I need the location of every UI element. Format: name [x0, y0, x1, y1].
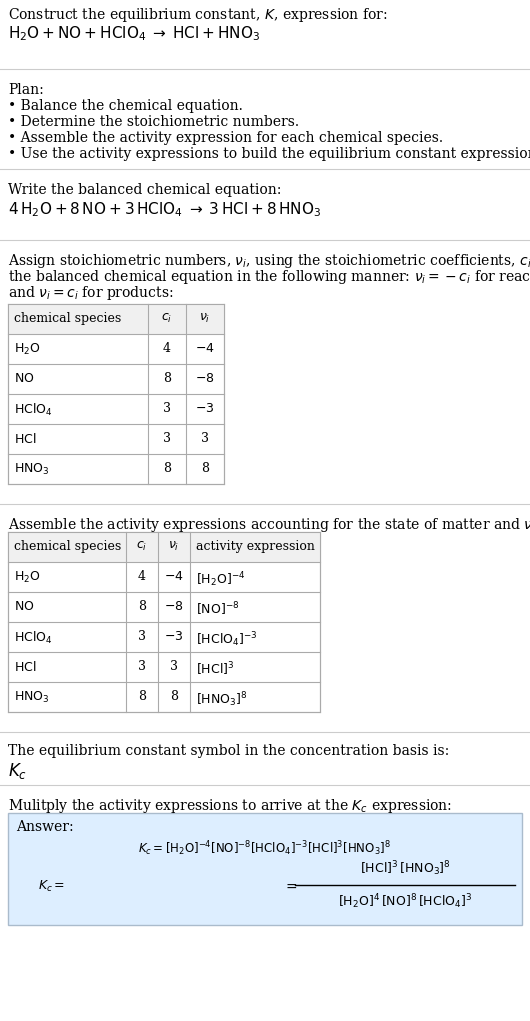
Text: 8: 8 — [163, 372, 171, 385]
Text: Plan:: Plan: — [8, 83, 44, 97]
Text: $4\,\mathrm{H_2O + 8\,NO + 3\,HClO_4} \;\rightarrow\; \mathrm{3\,HCl + 8\,HNO_3}: $4\,\mathrm{H_2O + 8\,NO + 3\,HClO_4} \;… — [8, 200, 321, 218]
Text: $\mathrm{HNO_3}$: $\mathrm{HNO_3}$ — [14, 690, 50, 706]
Text: $[\mathrm{HCl}]^3\,[\mathrm{HNO_3}]^8$: $[\mathrm{HCl}]^3\,[\mathrm{HNO_3}]^8$ — [359, 860, 450, 878]
Text: $\mathrm{NO}$: $\mathrm{NO}$ — [14, 372, 34, 385]
Text: $[\mathrm{HNO_3}]^8$: $[\mathrm{HNO_3}]^8$ — [196, 690, 248, 709]
Text: $-3$: $-3$ — [164, 630, 184, 643]
Text: $[\mathrm{HClO_4}]^{-3}$: $[\mathrm{HClO_4}]^{-3}$ — [196, 630, 258, 648]
Text: $\mathrm{H_2O + NO + HClO_4} \;\rightarrow\; \mathrm{HCl + HNO_3}$: $\mathrm{H_2O + NO + HClO_4} \;\rightarr… — [8, 25, 260, 43]
Text: $[\mathrm{H_2O}]^4\,[\mathrm{NO}]^8\,[\mathrm{HClO_4}]^3$: $[\mathrm{H_2O}]^4\,[\mathrm{NO}]^8\,[\m… — [338, 892, 472, 912]
Text: $\nu_i$: $\nu_i$ — [199, 312, 211, 325]
Text: $-3$: $-3$ — [195, 402, 215, 415]
FancyBboxPatch shape — [8, 532, 320, 562]
Text: 8: 8 — [163, 461, 171, 475]
Text: 8: 8 — [138, 690, 146, 703]
Text: 3: 3 — [163, 402, 171, 415]
Text: Assign stoichiometric numbers, $\nu_i$, using the stoichiometric coefficients, $: Assign stoichiometric numbers, $\nu_i$, … — [8, 252, 530, 270]
Text: $=$: $=$ — [282, 879, 297, 893]
Text: 4: 4 — [138, 570, 146, 583]
Text: Construct the equilibrium constant, $K$, expression for:: Construct the equilibrium constant, $K$,… — [8, 6, 387, 25]
Text: $\mathrm{HNO_3}$: $\mathrm{HNO_3}$ — [14, 461, 50, 477]
Text: Answer:: Answer: — [16, 820, 74, 834]
Text: $\mathrm{NO}$: $\mathrm{NO}$ — [14, 600, 34, 613]
Text: $c_i$: $c_i$ — [136, 540, 148, 553]
Text: $[\mathrm{NO}]^{-8}$: $[\mathrm{NO}]^{-8}$ — [196, 600, 240, 618]
Text: 3: 3 — [201, 432, 209, 445]
Text: $[\mathrm{HCl}]^3$: $[\mathrm{HCl}]^3$ — [196, 660, 234, 678]
Text: 8: 8 — [201, 461, 209, 475]
Text: $-4$: $-4$ — [164, 570, 184, 583]
FancyBboxPatch shape — [8, 304, 224, 334]
Text: • Assemble the activity expression for each chemical species.: • Assemble the activity expression for e… — [8, 131, 443, 145]
Text: Mulitply the activity expressions to arrive at the $K_c$ expression:: Mulitply the activity expressions to arr… — [8, 797, 452, 815]
Text: 3: 3 — [170, 660, 178, 673]
Text: Assemble the activity expressions accounting for the state of matter and $\nu_i$: Assemble the activity expressions accoun… — [8, 516, 530, 534]
Text: $\mathrm{H_2O}$: $\mathrm{H_2O}$ — [14, 342, 41, 357]
Text: $[\mathrm{H_2O}]^{-4}$: $[\mathrm{H_2O}]^{-4}$ — [196, 570, 245, 589]
Text: The equilibrium constant symbol in the concentration basis is:: The equilibrium constant symbol in the c… — [8, 744, 449, 758]
Text: $K_c$: $K_c$ — [8, 761, 27, 781]
Text: chemical species: chemical species — [14, 312, 121, 325]
Text: $\mathrm{HClO_4}$: $\mathrm{HClO_4}$ — [14, 630, 52, 646]
Text: $-8$: $-8$ — [164, 600, 184, 613]
Text: and $\nu_i = c_i$ for products:: and $\nu_i = c_i$ for products: — [8, 284, 173, 302]
Text: $\mathrm{H_2O}$: $\mathrm{H_2O}$ — [14, 570, 41, 585]
Text: Write the balanced chemical equation:: Write the balanced chemical equation: — [8, 183, 281, 197]
Text: $\nu_i$: $\nu_i$ — [169, 540, 180, 553]
Text: • Balance the chemical equation.: • Balance the chemical equation. — [8, 99, 243, 113]
Text: 3: 3 — [138, 630, 146, 643]
FancyBboxPatch shape — [8, 813, 522, 925]
Text: $K_c = $: $K_c = $ — [38, 878, 65, 893]
Text: the balanced chemical equation in the following manner: $\nu_i = -c_i$ for react: the balanced chemical equation in the fo… — [8, 268, 530, 286]
Text: 3: 3 — [138, 660, 146, 673]
Text: 3: 3 — [163, 432, 171, 445]
FancyBboxPatch shape — [8, 532, 320, 712]
Text: • Determine the stoichiometric numbers.: • Determine the stoichiometric numbers. — [8, 115, 299, 129]
Text: 4: 4 — [163, 342, 171, 355]
Text: $-8$: $-8$ — [195, 372, 215, 385]
Text: $K_c = [\mathrm{H_2O}]^{-4}[\mathrm{NO}]^{-8}[\mathrm{HClO_4}]^{-3}[\mathrm{HCl}: $K_c = [\mathrm{H_2O}]^{-4}[\mathrm{NO}]… — [138, 839, 392, 858]
Text: $\mathrm{HCl}$: $\mathrm{HCl}$ — [14, 432, 37, 446]
Text: chemical species: chemical species — [14, 540, 121, 553]
Text: $-4$: $-4$ — [195, 342, 215, 355]
Text: activity expression: activity expression — [196, 540, 315, 553]
Text: $c_i$: $c_i$ — [161, 312, 173, 325]
Text: 8: 8 — [138, 600, 146, 613]
Text: 8: 8 — [170, 690, 178, 703]
FancyBboxPatch shape — [8, 304, 224, 484]
Text: • Use the activity expressions to build the equilibrium constant expression.: • Use the activity expressions to build … — [8, 147, 530, 161]
Text: $\mathrm{HClO_4}$: $\mathrm{HClO_4}$ — [14, 402, 52, 419]
Text: $\mathrm{HCl}$: $\mathrm{HCl}$ — [14, 660, 37, 674]
